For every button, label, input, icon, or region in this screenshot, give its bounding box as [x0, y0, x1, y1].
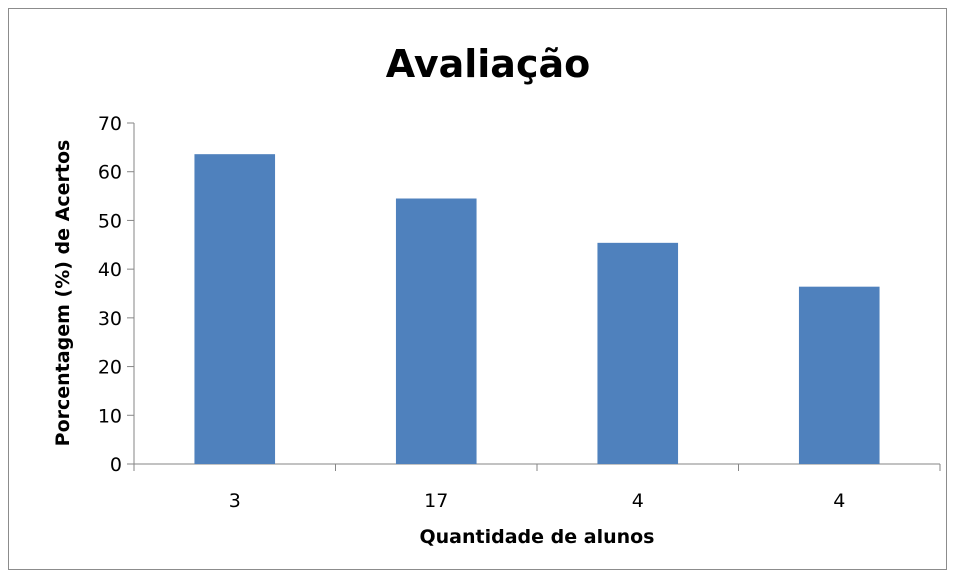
bars: [194, 154, 880, 465]
y-tick-label: 20: [98, 357, 122, 379]
bar: [597, 242, 679, 464]
y-tick-label: 50: [98, 210, 122, 232]
chart-title: Avaliação: [386, 42, 590, 86]
y-axis-label: Porcentagem (%) de Acertos: [52, 140, 74, 447]
bar: [194, 154, 276, 465]
y-tick-label: 10: [98, 405, 122, 427]
x-axis-label: Quantidade de alunos: [420, 526, 655, 548]
x-tick-label: 17: [424, 490, 448, 512]
y-axis: 0 10 20 30 40 50 60 70: [98, 113, 135, 476]
y-tick-label: 30: [98, 308, 122, 330]
x-tick-label: 3: [229, 490, 241, 512]
chart-frame: [8, 8, 947, 570]
x-tick-label: 4: [632, 490, 644, 512]
bar: [395, 198, 477, 464]
y-tick-label: 40: [98, 259, 122, 281]
y-tick-label: 70: [98, 113, 122, 135]
y-tick-label: 0: [110, 454, 122, 476]
x-axis: 3 17 4 4: [133, 463, 941, 512]
y-tick-label: 60: [98, 162, 122, 184]
bar: [798, 286, 880, 464]
x-tick-label: 4: [833, 490, 845, 512]
